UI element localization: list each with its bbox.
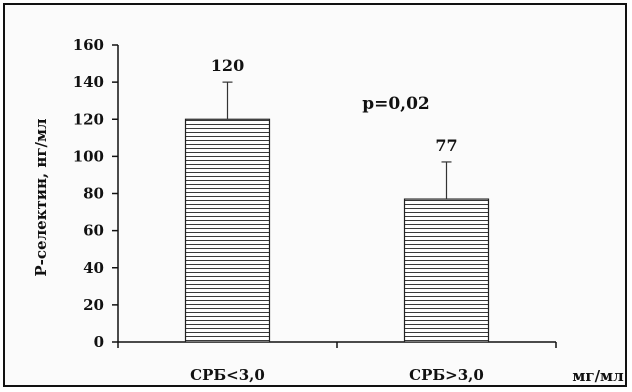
bar-2 bbox=[403, 198, 490, 343]
category-label-1: СРБ<3,0 bbox=[190, 366, 265, 384]
y-tick-label: 140 bbox=[73, 73, 104, 91]
y-tick-label: 120 bbox=[73, 110, 104, 128]
y-axis-title: Р-селектин, нг/мл bbox=[32, 118, 50, 277]
y-axis: 0 20 40 60 80 100 120 140 160 bbox=[73, 36, 119, 351]
x-axis bbox=[117, 341, 557, 348]
y-tick-label: 40 bbox=[83, 259, 104, 277]
x-unit-label: мг/мл bbox=[572, 367, 624, 385]
y-tick-label: 80 bbox=[83, 185, 104, 203]
y-tick-label: 60 bbox=[83, 222, 104, 240]
labels: 120 СРБ<3,0 77 СРБ>3,0 мг/мл p=0,02 Р-селектин… bbox=[32, 56, 624, 385]
value-label-2: 77 bbox=[435, 136, 457, 155]
y-tick-label: 20 bbox=[83, 296, 104, 314]
y-tick-label: 0 bbox=[94, 333, 104, 351]
value-label-1: 120 bbox=[211, 56, 244, 75]
y-tick-label: 160 bbox=[73, 36, 104, 54]
chart-frame bbox=[3, 3, 627, 387]
p-value-annotation: p=0,02 bbox=[362, 94, 430, 114]
bar-1 bbox=[184, 118, 271, 343]
y-tick-label: 100 bbox=[73, 147, 104, 165]
category-label-2: СРБ>3,0 bbox=[409, 366, 484, 384]
bars bbox=[184, 81, 490, 343]
